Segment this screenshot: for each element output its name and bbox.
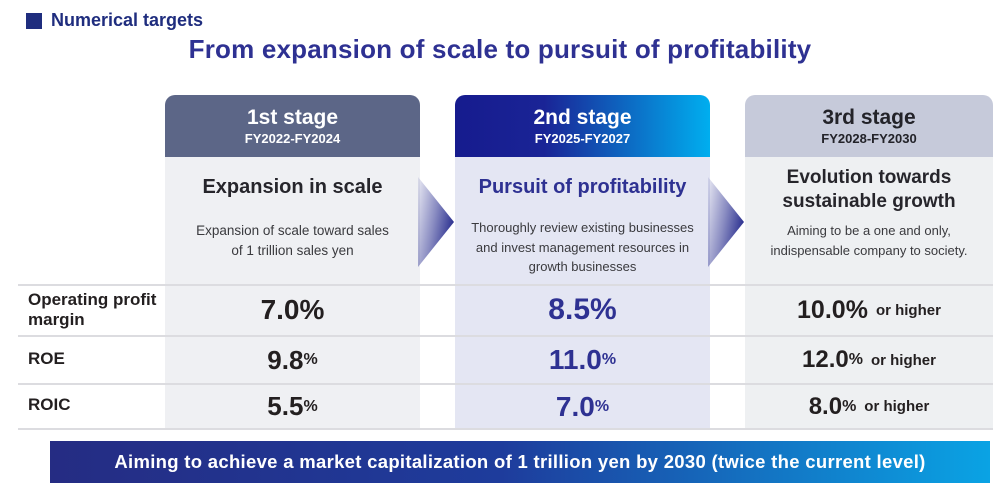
arrow-right-icon bbox=[708, 177, 744, 267]
metric-value-opm-stage1: 7.0% bbox=[165, 286, 420, 334]
section-title: Numerical targets bbox=[51, 10, 204, 30]
stage2-heading: Pursuit of profitability bbox=[478, 176, 687, 198]
metric-unit: % bbox=[299, 294, 325, 325]
metric-number: 7.0 bbox=[555, 390, 595, 422]
metric-unit: % bbox=[601, 351, 617, 368]
stage2-description: Thoroughly review existing businesses an… bbox=[471, 220, 694, 274]
metric-label-roic: ROIC bbox=[28, 395, 71, 414]
table-divider bbox=[18, 428, 993, 430]
section-marker-icon bbox=[26, 12, 42, 29]
metric-number: 11.0 bbox=[548, 344, 602, 375]
table-divider bbox=[18, 335, 993, 337]
page-title: From expansion of scale to pursuit of pr… bbox=[188, 34, 812, 64]
stage1-period: FY2022-FY2024 bbox=[244, 130, 341, 146]
stage3-period: FY2028-FY2030 bbox=[821, 130, 917, 146]
metric-unit: % bbox=[845, 295, 868, 324]
metric-number: 9.8 bbox=[267, 344, 304, 375]
metric-value-roe-stage2: 11.0% bbox=[455, 337, 710, 383]
metric-value-roic-stage2: 7.0% bbox=[455, 385, 710, 428]
metric-unit: % bbox=[303, 351, 318, 368]
metric-number: 7.0 bbox=[260, 294, 300, 325]
metric-label-operating-profit-margin: Operating profit margin bbox=[28, 290, 157, 330]
arrow-right-icon bbox=[418, 177, 454, 267]
metric-number: 10.0 bbox=[797, 295, 846, 324]
stage1-column-background bbox=[165, 157, 420, 428]
metric-suffix: or higher bbox=[875, 301, 941, 319]
metric-value-roic-stage1: 5.5% bbox=[165, 385, 420, 428]
metric-value-opm-stage2: 8.5% bbox=[455, 286, 710, 334]
footer-banner-text: Aiming to achieve a market capitalizatio… bbox=[114, 451, 926, 472]
stage3-column-background bbox=[745, 157, 993, 428]
stage1-header: 1st stage FY2022-FY2024 bbox=[165, 95, 420, 157]
stage3-description: Aiming to be a one and only, indispensab… bbox=[770, 223, 968, 258]
metric-value-roe-stage1: 9.8% bbox=[165, 337, 420, 383]
stage2-header: 2nd stage FY2025-FY2027 bbox=[455, 95, 710, 157]
table-divider bbox=[18, 383, 993, 385]
stage2-name: 2nd stage bbox=[533, 106, 632, 130]
stage2-period: FY2025-FY2027 bbox=[534, 130, 631, 146]
metric-unit: % bbox=[842, 397, 857, 415]
stage3-header: 3rd stage FY2028-FY2030 bbox=[745, 95, 993, 157]
stage1-heading: Expansion in scale bbox=[202, 176, 383, 198]
metric-number: 5.5 bbox=[267, 391, 304, 421]
footer-banner: Aiming to achieve a market capitalizatio… bbox=[50, 441, 990, 483]
metric-suffix: or higher bbox=[870, 351, 936, 369]
table-divider bbox=[18, 284, 993, 286]
metric-unit: % bbox=[303, 397, 318, 415]
metric-label-roe: ROE bbox=[28, 349, 65, 368]
metric-suffix: or higher bbox=[864, 398, 930, 415]
metric-number: 8.0 bbox=[808, 392, 843, 420]
metric-unit: % bbox=[848, 351, 863, 368]
metric-value-opm-stage3: 10.0% or higher bbox=[745, 286, 993, 334]
metric-value-roe-stage3: 12.0% or higher bbox=[745, 337, 993, 383]
stage3-heading: Evolution towards sustainable growth bbox=[782, 167, 956, 212]
stage1-description: Expansion of scale toward sales of 1 tri… bbox=[196, 223, 389, 259]
section-header: Numerical targets bbox=[26, 10, 203, 31]
metric-unit: % bbox=[590, 293, 617, 326]
stage1-name: 1st stage bbox=[246, 106, 339, 130]
metric-number: 12.0 bbox=[802, 346, 849, 373]
stage2-column-background bbox=[455, 157, 710, 428]
metric-number: 8.5 bbox=[548, 293, 591, 326]
stage3-name: 3rd stage bbox=[822, 106, 916, 130]
metric-unit: % bbox=[594, 397, 610, 415]
metric-value-roic-stage3: 8.0% or higher bbox=[745, 385, 993, 428]
